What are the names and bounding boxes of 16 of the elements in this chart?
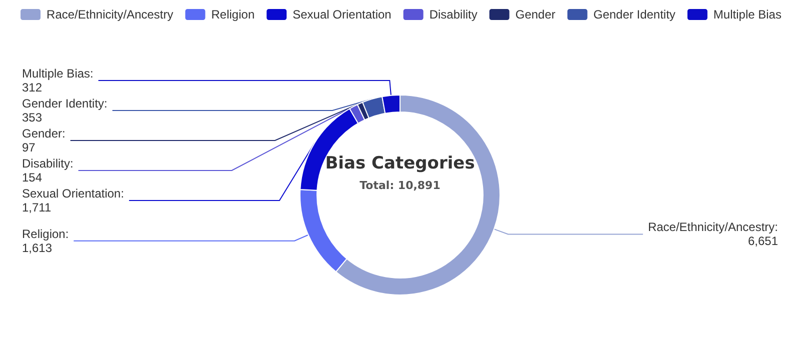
data-label: Gender Identity: 353 (22, 96, 108, 124)
legend-label: Multiple Bias (713, 8, 782, 22)
legend-label: Race/Ethnicity/Ancestry (46, 8, 174, 22)
legend-label: Religion (211, 8, 255, 22)
legend-label: Gender (515, 8, 556, 22)
text: Total: 10,891 (360, 179, 440, 192)
data-label: Multiple Bias: 312 (22, 66, 94, 94)
data-label: Disability: 154 (22, 156, 74, 184)
text: Bias Categories (325, 154, 475, 174)
legend-label: Disability (429, 8, 478, 22)
legend-label: Gender Identity (593, 8, 676, 22)
data-label: Sexual Orientation: 1,711 (22, 186, 124, 214)
data-label: Religion: 1,613 (22, 226, 69, 255)
legend-label: Sexual Orientation (292, 8, 392, 22)
data-label: Gender: 97 (22, 126, 66, 154)
data-label: Race/Ethnicity/Ancestry: 6,651 (648, 220, 778, 248)
